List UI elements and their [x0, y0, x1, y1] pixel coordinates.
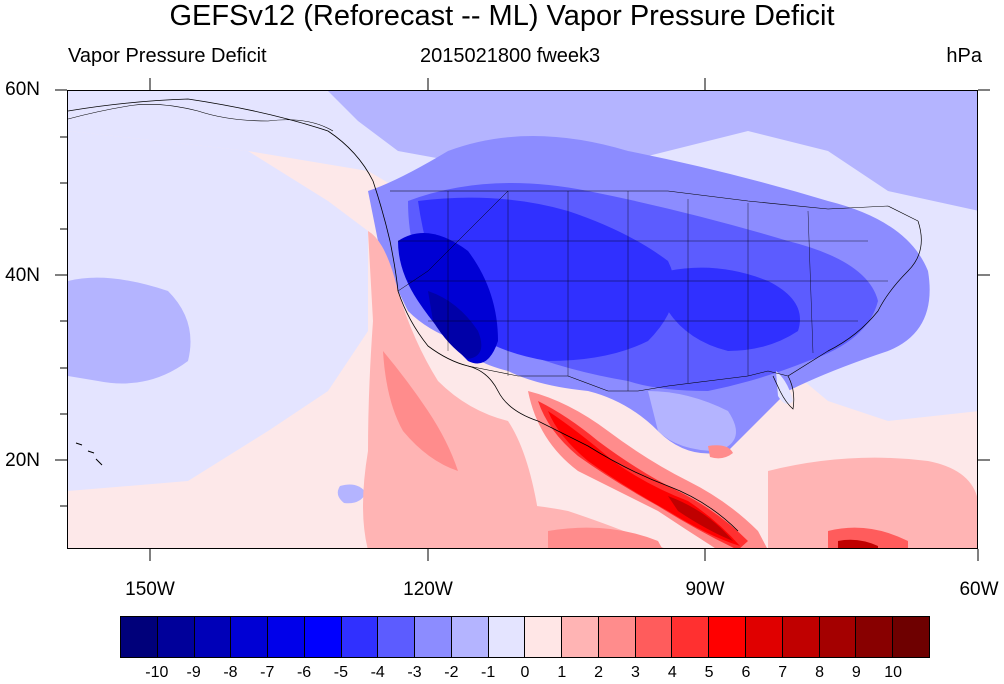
colorbar-tick-label: -5 — [333, 664, 349, 681]
colorbar-tick-label: 5 — [704, 664, 714, 681]
vpd-contour-map — [68, 91, 977, 548]
colorbar-tick-label: 7 — [778, 664, 788, 681]
colorbar-tick-label: -9 — [186, 664, 201, 681]
colorbar-box — [782, 617, 820, 657]
colorbar-tick-label: 6 — [741, 664, 751, 681]
colorbar-tick-label: 10 — [884, 664, 903, 681]
map-title: GEFSv12 (Reforecast -- ML) Vapor Pressur… — [169, 0, 835, 32]
lon-label-120w: 120W — [403, 579, 453, 600]
lat-label-20n: 20N — [5, 450, 40, 471]
colorbar-tick-label: 3 — [631, 664, 640, 681]
colorbar-tick-label: 8 — [815, 664, 824, 681]
colorbar-box — [819, 617, 857, 657]
colorbar-tick-label: -8 — [223, 664, 238, 681]
colorbar-tick-label: -4 — [370, 664, 385, 681]
colorbar-tick-label: -3 — [407, 664, 422, 681]
colorbar-tick-label: 2 — [594, 664, 604, 681]
colorbar-labels: -10 -9 -8 -7 -6 -5 -4 -3 -2 -1 0 1 2 3 4 5 6 7 8 9 10 — [120, 664, 930, 684]
colorbar-tick-label: 4 — [667, 664, 677, 681]
lat-label-40n: 40N — [5, 265, 40, 286]
lat-label-60n: 60N — [5, 79, 40, 100]
colorbar-box — [893, 617, 929, 657]
colorbar-box — [746, 617, 783, 657]
variable-label: Vapor Pressure Deficit — [68, 45, 267, 67]
colorbar-box — [268, 617, 305, 657]
units-label: hPa — [946, 45, 982, 67]
colorbar-tick-label: -1 — [481, 664, 496, 681]
colorbar-tick-label: -2 — [444, 664, 459, 681]
colorbar-tick-label: 0 — [520, 664, 530, 681]
lon-label-90w: 90W — [685, 579, 725, 600]
colorbar-box — [635, 617, 673, 657]
colorbar-box — [525, 617, 563, 657]
colorbar-box — [488, 617, 526, 657]
colorbar-box — [231, 617, 269, 657]
colorbar-box — [451, 617, 489, 657]
colorbar-box — [672, 617, 710, 657]
colorbar-box — [157, 617, 195, 657]
colorbar-box — [121, 617, 158, 657]
lon-label-150w: 150W — [125, 579, 175, 600]
vpd-map-panel — [67, 90, 978, 549]
colorbar-box — [598, 617, 636, 657]
colorbar-tick-label: -7 — [260, 664, 275, 681]
colorbar-tick-label: -6 — [296, 664, 312, 681]
colorbar-box — [378, 617, 416, 657]
colorbar-tick-label: 1 — [557, 664, 567, 681]
colorbar-box — [709, 617, 747, 657]
colorbar-box — [304, 617, 342, 657]
colorbar-tick-label: -10 — [145, 664, 169, 681]
colorbar-box — [194, 617, 232, 657]
colorbar — [120, 616, 930, 658]
colorbar-box — [341, 617, 379, 657]
colorbar-tick-label: 9 — [851, 664, 861, 681]
colorbar-box — [562, 617, 599, 657]
colorbar-box — [415, 617, 452, 657]
forecast-time-label: 2015021800 fweek3 — [420, 45, 601, 67]
lon-label-60w: 60W — [959, 579, 999, 600]
colorbar-box — [856, 617, 894, 657]
